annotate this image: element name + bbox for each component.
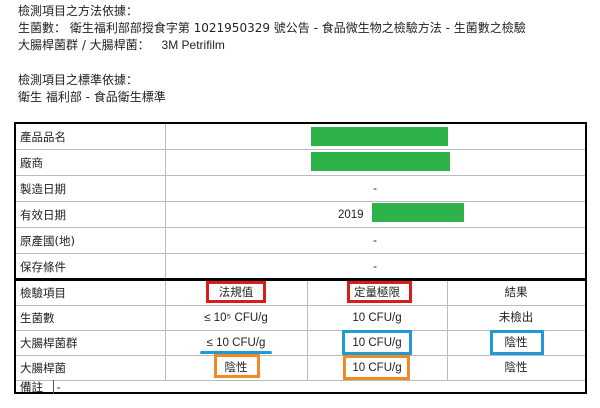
row-item-e-coli: 大腸桿菌 <box>20 361 66 375</box>
underline-regulation-coliform <box>200 351 272 354</box>
method-line-coliform-value: 3M Petrifilm <box>161 38 225 52</box>
row-divider <box>16 175 585 176</box>
value-manufacture-date: - <box>373 183 377 195</box>
value-expiry-year: 2019 <box>338 209 364 221</box>
row-divider <box>16 253 585 254</box>
remarks: 備註 - <box>20 380 61 394</box>
label-manufacture-date: 製造日期 <box>20 182 66 196</box>
row-regulation-e-coli: 陰性 <box>224 362 248 374</box>
value-origin: - <box>373 235 377 247</box>
row-divider <box>16 380 585 381</box>
row-regulation-total-bacteria: ≤ 10⁵ CFU/g <box>204 312 268 324</box>
row-limit-total-bacteria: 10 CFU/g <box>352 312 402 324</box>
header-quant-limit: 定量極限 <box>354 287 400 299</box>
standard-title: 檢測項目之標準依據： <box>18 73 139 87</box>
row-divider <box>16 305 585 306</box>
label-manufacturer: 廠商 <box>20 156 43 170</box>
row-divider <box>16 201 585 202</box>
highlight-limit-e-coli <box>343 355 410 380</box>
redacted-expiry-date <box>372 203 464 222</box>
report-table: 產品品名 廠商 製造日期 有效日期 原產國(地) 保存條件 - 2019 - -… <box>14 122 587 394</box>
row-item-coliform: 大腸桿菌群 <box>20 336 78 350</box>
highlight-limit-header <box>347 281 412 303</box>
header-regulation: 法規值 <box>218 287 254 299</box>
highlight-regulation-header <box>206 281 266 303</box>
row-divider <box>16 355 585 356</box>
method-title: 檢測項目之方法依據： <box>18 4 139 18</box>
redacted-manufacturer <box>311 152 450 171</box>
remarks-value: - <box>52 380 61 394</box>
row-result-e-coli: 陰性 <box>504 362 528 374</box>
header-result: 結果 <box>504 287 528 299</box>
standard-line: 衛生 福利部 - 食品衛生標準 <box>18 90 166 104</box>
header-test-item: 檢驗項目 <box>20 286 66 300</box>
row-divider <box>16 227 585 228</box>
row-regulation-coliform: ≤ 10 CFU/g <box>206 337 266 349</box>
row-limit-e-coli: 10 CFU/g <box>352 362 402 374</box>
section-divider <box>16 278 585 281</box>
highlight-regulation-e-coli <box>214 354 260 378</box>
value-storage: - <box>373 261 377 273</box>
row-limit-coliform: 10 CFU/g <box>352 337 402 349</box>
row-divider <box>16 149 585 150</box>
row-result-coliform: 陰性 <box>504 337 528 349</box>
row-divider <box>16 330 585 331</box>
row-result-total-bacteria: 未檢出 <box>498 312 534 324</box>
label-storage: 保存條件 <box>20 260 66 274</box>
remarks-label: 備註 <box>20 380 43 394</box>
method-line-coliform: 大腸桿菌群 / 大腸桿菌： 3M Petrifilm <box>18 38 225 52</box>
redacted-product-name <box>311 127 448 146</box>
row-item-total-bacteria: 生菌數 <box>20 311 55 325</box>
highlight-result-coliform <box>490 330 544 355</box>
method-line-coliform-label: 大腸桿菌群 / 大腸桿菌： <box>18 38 150 52</box>
label-origin: 原產國(地) <box>20 234 75 248</box>
highlight-limit-coliform <box>342 330 412 355</box>
label-product-name: 產品品名 <box>20 130 66 144</box>
method-line-total-bacteria: 生菌數： 衛生福利部部授食字第 1021950329 號公告 - 食品微生物之檢… <box>18 21 526 35</box>
label-expiry-date: 有效日期 <box>20 208 66 222</box>
